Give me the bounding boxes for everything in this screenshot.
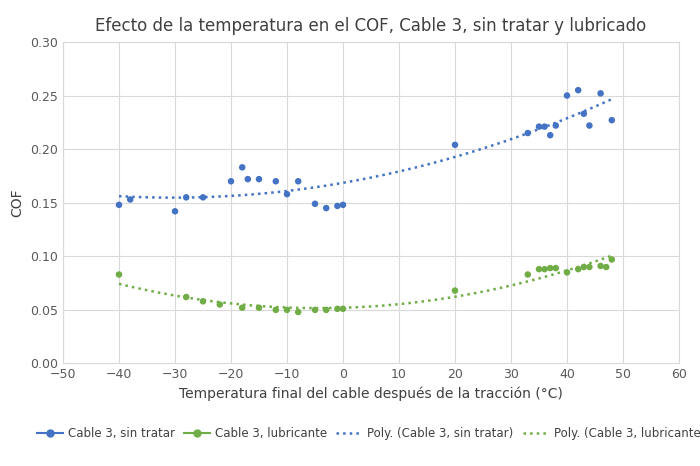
Point [578, 263, 589, 271]
Point [237, 304, 248, 311]
Point [253, 304, 265, 311]
Point [578, 110, 589, 117]
Point [332, 305, 343, 313]
Point [337, 305, 349, 313]
Legend: Cable 3, sin tratar, Cable 3, lubricante, Poly. (Cable 3, sin tratar), Poly. (Ca: Cable 3, sin tratar, Cable 3, lubricante… [37, 427, 700, 440]
Point [125, 196, 136, 203]
Point [539, 266, 550, 273]
Point [214, 301, 225, 308]
Point [601, 263, 612, 271]
Point [539, 123, 550, 130]
Point [449, 141, 461, 149]
Point [337, 201, 349, 209]
Point [606, 116, 617, 124]
Point [573, 266, 584, 273]
Point [522, 271, 533, 278]
Point [561, 92, 573, 99]
Point [270, 306, 281, 314]
Point [181, 194, 192, 201]
Point [550, 122, 561, 129]
Point [321, 204, 332, 212]
Point [606, 256, 617, 263]
Point [169, 207, 181, 215]
Y-axis label: COF: COF [10, 188, 25, 217]
Point [253, 175, 265, 183]
Point [309, 200, 321, 207]
Point [197, 194, 209, 201]
Title: Efecto de la temperatura en el COF, Cable 3, sin tratar y lubricado: Efecto de la temperatura en el COF, Cabl… [95, 17, 647, 35]
Point [237, 164, 248, 171]
Point [293, 178, 304, 185]
Point [281, 191, 293, 198]
Point [332, 202, 343, 210]
Point [573, 87, 584, 94]
Point [321, 306, 332, 314]
X-axis label: Temperatura final del cable después de la tracción (°C): Temperatura final del cable después de l… [179, 387, 563, 401]
Point [197, 298, 209, 305]
Point [584, 263, 595, 271]
Point [584, 122, 595, 129]
Point [293, 308, 304, 316]
Point [449, 287, 461, 295]
Point [550, 264, 561, 272]
Point [545, 264, 556, 272]
Point [113, 201, 125, 209]
Point [533, 123, 545, 130]
Point [181, 293, 192, 301]
Point [113, 271, 125, 278]
Point [281, 306, 293, 314]
Point [595, 262, 606, 270]
Point [561, 268, 573, 276]
Point [309, 306, 321, 314]
Point [242, 175, 253, 183]
Point [595, 89, 606, 97]
Point [225, 178, 237, 185]
Point [545, 131, 556, 139]
Point [522, 129, 533, 137]
Point [270, 178, 281, 185]
Point [533, 266, 545, 273]
